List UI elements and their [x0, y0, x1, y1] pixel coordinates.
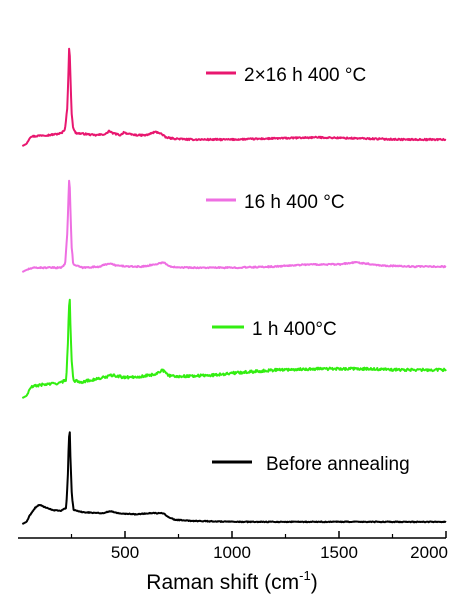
- x-axis-title: Raman shift (cm-1): [146, 568, 317, 594]
- x-tick-label-1: 1000: [213, 543, 251, 562]
- x-tick-label-0: 500: [111, 543, 139, 562]
- spectrum-line-3: [21, 431, 447, 525]
- x-axis-title-main: Raman shift (cm: [146, 571, 299, 594]
- x-axis-title-suffix: ): [311, 571, 318, 594]
- spectrum-line-2: [21, 298, 447, 399]
- legend-label-1: 16 h 400 °C: [244, 192, 345, 213]
- legend-label-3: Before annealing: [266, 454, 410, 475]
- x-axis: 500 1000 1500 2000: [18, 531, 448, 562]
- legend-label-2: 1 h 400°C: [252, 319, 337, 340]
- x-axis-ticks: 500 1000 1500 2000: [70, 531, 448, 562]
- spectrum-line-0: [21, 47, 447, 147]
- spectra-traces: [21, 47, 447, 525]
- spectrum-line-1: [21, 179, 447, 273]
- x-tick-label-3: 2000: [410, 543, 448, 562]
- x-tick-label-2: 1500: [320, 543, 358, 562]
- legend-label-0: 2×16 h 400 °C: [244, 65, 366, 86]
- x-axis-title-superscript: -1: [299, 568, 311, 583]
- legend: 2×16 h 400 °C 16 h 400 °C 1 h 400°C Before …: [206, 65, 410, 475]
